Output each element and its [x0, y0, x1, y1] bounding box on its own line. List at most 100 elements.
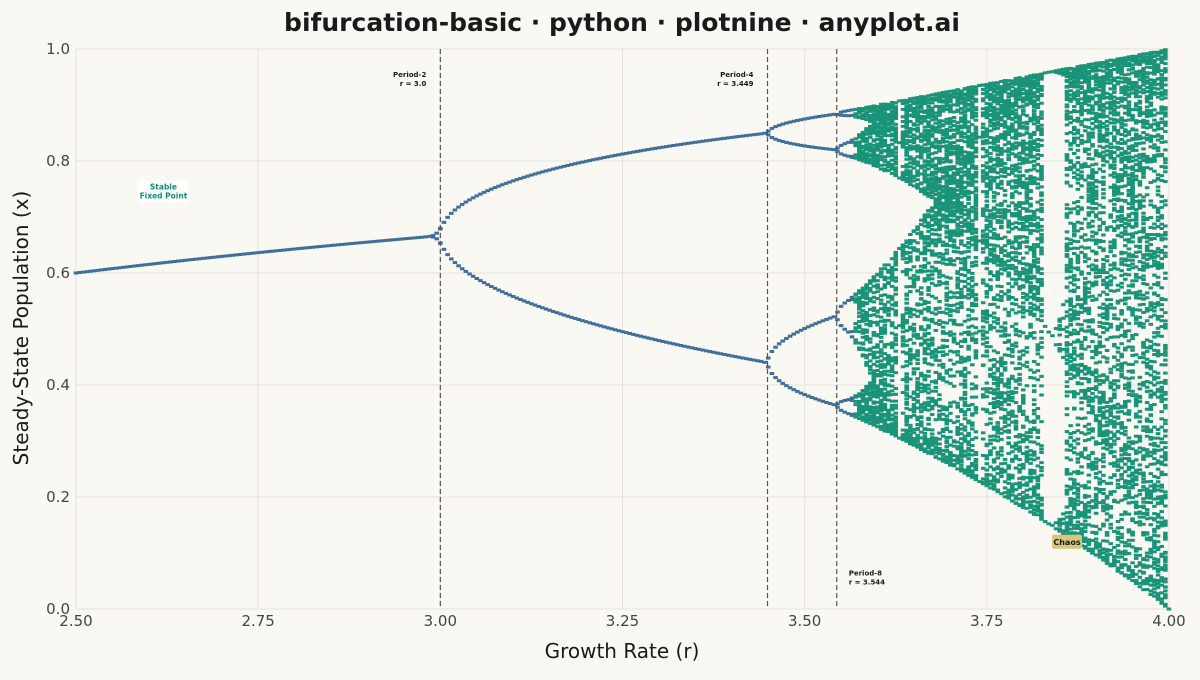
bifurcation-point — [952, 333, 957, 336]
bifurcation-point — [999, 475, 1004, 478]
bifurcation-point — [1068, 521, 1073, 524]
bifurcation-point — [948, 368, 953, 371]
bifurcation-point — [992, 167, 997, 170]
bifurcation-point — [974, 235, 979, 238]
bifurcation-point — [1017, 170, 1022, 173]
bifurcation-point — [1006, 380, 1011, 383]
bifurcation-point — [1076, 188, 1081, 191]
bifurcation-point — [966, 171, 971, 174]
bifurcation-point — [985, 349, 990, 352]
bifurcation-point — [904, 380, 909, 383]
bifurcation-point — [1010, 361, 1015, 364]
bifurcation-point — [955, 405, 960, 408]
bifurcation-point — [766, 130, 771, 133]
bifurcation-point — [893, 251, 898, 254]
bifurcation-point — [1036, 81, 1041, 84]
bifurcation-point — [1006, 441, 1011, 444]
bifurcation-point — [923, 218, 928, 221]
bifurcation-point — [1006, 289, 1011, 292]
bifurcation-point — [1032, 131, 1037, 134]
bifurcation-point — [1039, 129, 1044, 132]
bifurcation-point — [1025, 384, 1030, 387]
bifurcation-point — [923, 377, 928, 380]
bifurcation-point — [1017, 471, 1022, 474]
bifurcation-point — [985, 149, 990, 152]
bifurcation-point — [915, 401, 920, 404]
bifurcation-point — [1072, 234, 1077, 237]
bifurcation-point — [1061, 303, 1066, 306]
bifurcation-point — [985, 195, 990, 198]
bifurcation-point — [959, 288, 964, 291]
bifurcation-point — [1006, 158, 1011, 161]
bifurcation-point — [1039, 272, 1044, 275]
bifurcation-point — [1014, 137, 1019, 140]
bifurcation-point — [857, 324, 862, 327]
bifurcation-point — [842, 328, 847, 331]
bifurcation-point — [963, 393, 968, 396]
bifurcation-point — [1068, 424, 1073, 427]
bifurcation-point — [1006, 230, 1011, 233]
bifurcation-point — [908, 169, 913, 172]
bifurcation-point — [974, 176, 979, 179]
bifurcation-point — [1032, 160, 1037, 163]
bifurcation-point — [883, 324, 888, 327]
bifurcation-point — [1036, 261, 1041, 264]
bifurcation-point — [995, 351, 1000, 354]
bifurcation-point — [1017, 177, 1022, 180]
bifurcation-point — [1025, 483, 1030, 486]
bifurcation-point — [1036, 349, 1041, 352]
bifurcation-point — [1021, 315, 1026, 318]
bifurcation-point — [893, 148, 898, 151]
bifurcation-point — [926, 384, 931, 387]
bifurcation-point — [988, 422, 993, 425]
bifurcation-point — [1003, 458, 1008, 461]
bifurcation-point — [1036, 436, 1041, 439]
bifurcation-point — [974, 468, 979, 471]
bifurcation-point — [1068, 443, 1073, 446]
bifurcation-point — [1068, 270, 1073, 273]
bifurcation-point — [893, 333, 898, 336]
bifurcation-point — [934, 390, 939, 393]
bifurcation-point — [883, 332, 888, 335]
bifurcation-point — [999, 357, 1004, 360]
bifurcation-point — [959, 239, 964, 242]
bifurcation-point — [1017, 373, 1022, 376]
bifurcation-point — [966, 345, 971, 348]
bifurcation-point — [1036, 292, 1041, 295]
bifurcation-point — [963, 113, 968, 116]
bifurcation-point — [919, 231, 924, 234]
bifurcation-point — [985, 408, 990, 411]
bifurcation-point — [974, 256, 979, 259]
bifurcation-point — [1050, 524, 1055, 527]
bifurcation-point — [915, 333, 920, 336]
bifurcation-point — [1003, 362, 1008, 365]
bifurcation-point — [1068, 159, 1073, 162]
bifurcation-point — [974, 115, 979, 118]
bifurcation-point — [879, 336, 884, 339]
bifurcation-point — [999, 285, 1004, 288]
bifurcation-point — [915, 362, 920, 365]
bifurcation-point — [1039, 252, 1044, 255]
bifurcation-point — [1028, 480, 1033, 483]
bifurcation-point — [930, 338, 935, 341]
bifurcation-point — [1076, 200, 1081, 203]
bifurcation-point — [1076, 129, 1081, 132]
bifurcation-point — [974, 204, 979, 207]
bifurcation-point — [1039, 514, 1044, 517]
bifurcation-point — [1057, 324, 1062, 327]
bifurcation-point — [1014, 322, 1019, 325]
bifurcation-point — [915, 315, 920, 318]
bifurcation-point — [999, 272, 1004, 275]
bifurcation-point — [1014, 341, 1019, 344]
bifurcation-point — [1006, 272, 1011, 275]
bifurcation-point — [992, 483, 997, 486]
bifurcation-point — [1025, 236, 1030, 239]
bifurcation-point — [1068, 436, 1073, 439]
bifurcation-point — [773, 346, 778, 349]
bifurcation-point — [1006, 340, 1011, 343]
bifurcation-point — [893, 152, 898, 155]
bifurcation-point — [948, 382, 953, 385]
bifurcation-point — [835, 147, 840, 150]
bifurcation-point — [926, 332, 931, 335]
bifurcation-point — [985, 295, 990, 298]
